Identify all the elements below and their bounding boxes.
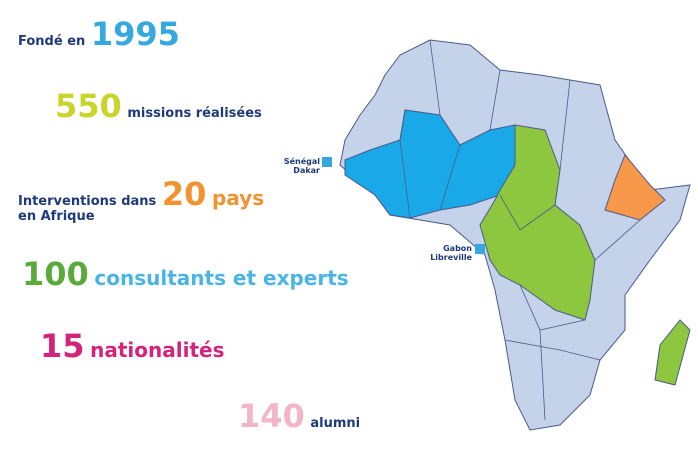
office-country: Sénégal [283, 157, 320, 166]
office-country: Gabon [443, 244, 472, 253]
pin-icon [475, 244, 485, 254]
founded-year: 1995 [90, 15, 180, 53]
madagascar [654, 319, 691, 386]
pin-icon [322, 157, 332, 167]
office-city: Libreville [430, 252, 472, 262]
office-label: Sénégal Dakar [278, 157, 320, 176]
borders [399, 39, 641, 421]
missions-number: 550 [55, 87, 122, 125]
consultants-text: consultants et experts [94, 266, 349, 290]
alumni-text: alumni [310, 416, 361, 431]
countries-number: 20 [161, 175, 207, 213]
central-africa-region [479, 124, 596, 321]
consultants-number: 100 [22, 255, 89, 293]
countries-text: Interventions dans [18, 194, 157, 209]
nationalities-text: nationalités [90, 338, 225, 362]
nationalities-line: 15 nationalités [40, 330, 224, 362]
countries-text-2: en Afrique [18, 209, 95, 224]
founded-text: Fondé en [18, 34, 86, 49]
office-label: Gabon Libreville [420, 244, 472, 263]
missions-line: 550 missions réalisées [55, 90, 262, 122]
missions-text: missions réalisées [127, 106, 262, 121]
countries-line: Interventions dans 20 pays [18, 178, 264, 210]
alumni-line: 140 alumni [238, 400, 360, 432]
nationalities-number: 15 [40, 327, 85, 365]
office-city: Dakar [293, 165, 320, 175]
alumni-number: 140 [238, 397, 305, 435]
countries-unit: pays [211, 186, 265, 210]
consultants-line: 100 consultants et experts [22, 258, 349, 290]
founded-line: Fondé en 1995 [18, 18, 180, 50]
